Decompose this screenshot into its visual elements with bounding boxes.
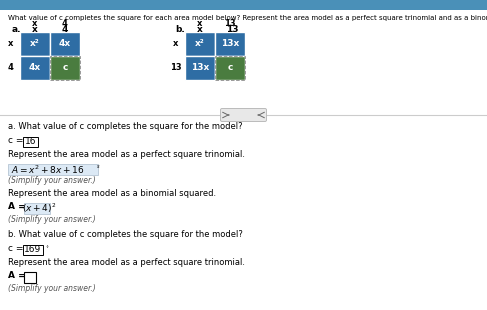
Bar	[0, 0, 487, 10]
Text: c =: c =	[8, 244, 26, 253]
Text: Represent the area model as a perfect square trinomial.: Represent the area model as a perfect sq…	[8, 150, 245, 159]
Bar	[185, 56, 215, 80]
Bar	[50, 56, 80, 80]
Text: 4x: 4x	[29, 64, 41, 73]
Bar	[215, 32, 245, 56]
Text: Represent the area model as a binomial squared.: Represent the area model as a binomial s…	[8, 189, 216, 198]
Text: c =: c =	[8, 136, 26, 145]
Text: x: x	[8, 39, 14, 48]
Text: $^s$: $^s$	[96, 164, 100, 170]
Bar	[8, 164, 98, 175]
Text: x²: x²	[30, 39, 40, 48]
Text: A =: A =	[8, 271, 29, 280]
Text: x: x	[197, 25, 203, 34]
Bar	[20, 56, 50, 80]
Bar	[20, 32, 50, 56]
Text: 13x: 13x	[221, 39, 239, 48]
Text: (Simplify your answer.): (Simplify your answer.)	[8, 215, 96, 224]
Text: a. What value of c completes the square for the model?: a. What value of c completes the square …	[8, 122, 243, 131]
Bar	[24, 203, 50, 214]
Text: x: x	[173, 39, 179, 48]
Text: c: c	[62, 64, 68, 73]
Text: $^\circ$: $^\circ$	[44, 245, 49, 251]
Text: 13x: 13x	[191, 64, 209, 73]
Bar	[215, 56, 245, 80]
Text: 4: 4	[8, 64, 14, 73]
Text: 4: 4	[62, 25, 68, 34]
Text: b.: b.	[175, 25, 185, 34]
Text: What value of c completes the square for each area model below? Represent the ar: What value of c completes the square for…	[8, 15, 487, 21]
Text: $^2$: $^2$	[51, 203, 56, 212]
Bar	[23, 137, 38, 147]
Text: 4: 4	[62, 20, 68, 29]
Bar	[50, 56, 80, 80]
Text: Represent the area model as a perfect square trinomial.: Represent the area model as a perfect sq…	[8, 258, 245, 267]
Text: b. What value of c completes the square for the model?: b. What value of c completes the square …	[8, 230, 243, 239]
Text: c: c	[227, 64, 233, 73]
Text: 169: 169	[24, 246, 41, 255]
Bar	[24, 272, 36, 283]
Bar	[185, 32, 215, 56]
Text: x: x	[32, 20, 37, 29]
Text: 13: 13	[170, 64, 182, 73]
Text: $(x+4)$: $(x+4)$	[22, 202, 52, 215]
Bar	[215, 56, 245, 80]
Text: (Simplify your answer.): (Simplify your answer.)	[8, 284, 96, 293]
Text: a.: a.	[12, 25, 21, 34]
Text: $A = x^2 + 8x + 16$: $A = x^2 + 8x + 16$	[11, 164, 85, 176]
Text: 4x: 4x	[59, 39, 71, 48]
Text: x: x	[32, 25, 38, 34]
Bar	[50, 32, 80, 56]
Text: 13: 13	[226, 25, 238, 34]
FancyBboxPatch shape	[221, 108, 266, 122]
Text: 16: 16	[25, 138, 36, 147]
Text: x: x	[197, 20, 203, 29]
Text: A =: A =	[8, 202, 29, 211]
Text: (Simplify your answer.): (Simplify your answer.)	[8, 176, 96, 185]
Text: x²: x²	[195, 39, 205, 48]
Bar	[23, 245, 43, 255]
Text: 13: 13	[224, 20, 236, 29]
